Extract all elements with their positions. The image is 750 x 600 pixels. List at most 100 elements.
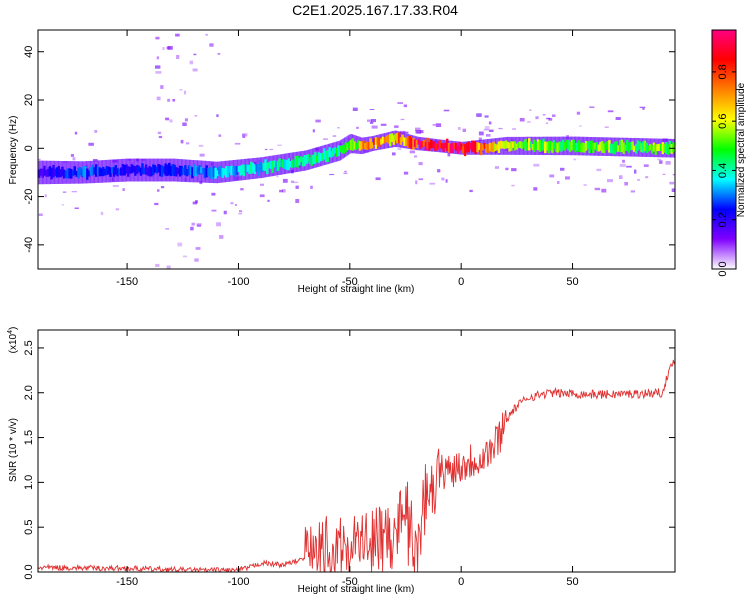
heat-cell (337, 127, 340, 129)
heat-cell (216, 170, 219, 177)
heat-cell (130, 164, 134, 174)
heat-cell (279, 189, 284, 193)
heat-cell (54, 168, 57, 177)
heat-cell (572, 139, 575, 150)
heat-cell (657, 158, 661, 161)
heat-cell (607, 179, 613, 183)
heat-cell (183, 90, 187, 95)
heat-cell (93, 167, 96, 175)
heat-cell (278, 158, 281, 168)
heat-cell (485, 143, 488, 153)
spectrogram-heatmap (38, 33, 675, 269)
heat-cell (87, 170, 91, 177)
heat-cell (606, 141, 609, 150)
heat-cell (577, 140, 581, 152)
heat-cell (585, 141, 588, 151)
heat-cell (66, 168, 69, 179)
heat-cell (340, 145, 344, 154)
heat-cell (403, 137, 406, 146)
heat-cell (478, 137, 482, 141)
heat-cell (356, 126, 359, 129)
heat-cell (216, 114, 219, 117)
heat-cell (242, 133, 248, 137)
heat-cell (88, 142, 94, 146)
heat-cell (52, 165, 55, 178)
spectrogram-x-tick-label: 0 (458, 276, 464, 288)
heat-cell (248, 164, 251, 174)
heat-cell (262, 162, 265, 171)
heat-cell (287, 158, 290, 171)
heat-cell (123, 164, 126, 176)
heat-cell (546, 117, 550, 120)
heat-cell (290, 180, 294, 183)
colorbar: 0.0 0.2 0.4 0.6 0.8 Normalized spectral ampl… (711, 29, 747, 277)
heat-cell (71, 191, 77, 193)
heat-cell (456, 145, 460, 154)
heat-cell (296, 155, 299, 168)
snr-scale-label: (x104) (7, 327, 19, 354)
heat-cell (332, 148, 335, 157)
heat-cell (64, 170, 68, 178)
heat-cell (484, 126, 490, 130)
heat-cell (389, 133, 392, 147)
heat-cell (312, 129, 315, 133)
heat-cell (102, 166, 105, 177)
heat-cell (177, 242, 183, 247)
heat-cell (326, 149, 330, 163)
heat-cell (310, 154, 313, 166)
heat-cell (441, 177, 445, 181)
heat-cell (385, 135, 388, 143)
snr-y-tick-label: 1.5 (23, 430, 35, 445)
heat-cell (504, 140, 508, 149)
heat-cell (668, 140, 672, 153)
heat-cell (569, 141, 572, 152)
heat-cell (167, 98, 171, 102)
heat-cell (156, 56, 159, 60)
heat-cell (258, 161, 262, 171)
heat-cell (96, 166, 100, 175)
heat-cell (179, 89, 183, 91)
heat-cell (44, 194, 47, 198)
heat-cell (498, 127, 503, 130)
heat-cell (369, 109, 375, 110)
heat-cell (111, 166, 114, 174)
snr-x-tick-label: -100 (227, 576, 249, 588)
heat-cell (656, 144, 659, 152)
heat-cell (460, 143, 463, 150)
heat-cell (237, 166, 240, 173)
heat-cell (169, 119, 173, 123)
heat-cell (403, 171, 409, 175)
heat-cell (645, 176, 649, 179)
heat-cell (292, 159, 296, 168)
heat-cell (260, 183, 264, 186)
heat-cell (665, 161, 671, 165)
heat-cell (415, 180, 418, 185)
heat-cell (533, 163, 540, 167)
heat-cell (419, 140, 422, 149)
heat-cell (305, 155, 308, 164)
heat-cell (156, 96, 161, 101)
heat-cell (613, 141, 616, 155)
heat-cell (218, 134, 222, 137)
heat-cell (246, 164, 249, 172)
heat-cell (430, 139, 433, 149)
heat-cell (194, 166, 198, 177)
heat-cell (358, 141, 362, 151)
heat-cell (45, 169, 48, 177)
heat-cell (219, 235, 224, 239)
heat-cell (343, 172, 348, 174)
heat-cell (136, 165, 139, 174)
heat-cell (323, 148, 326, 160)
heat-cell (153, 165, 157, 173)
heat-cell (62, 169, 66, 179)
heat-cell (319, 153, 322, 162)
heat-cell (615, 117, 621, 120)
heat-cell (362, 140, 365, 149)
heat-cell (75, 171, 78, 177)
heat-cell (185, 142, 190, 145)
heat-cell (177, 168, 180, 175)
heat-cell (375, 177, 381, 181)
heat-cell (422, 139, 426, 147)
heat-cell (71, 170, 75, 177)
heat-cell (565, 176, 570, 180)
